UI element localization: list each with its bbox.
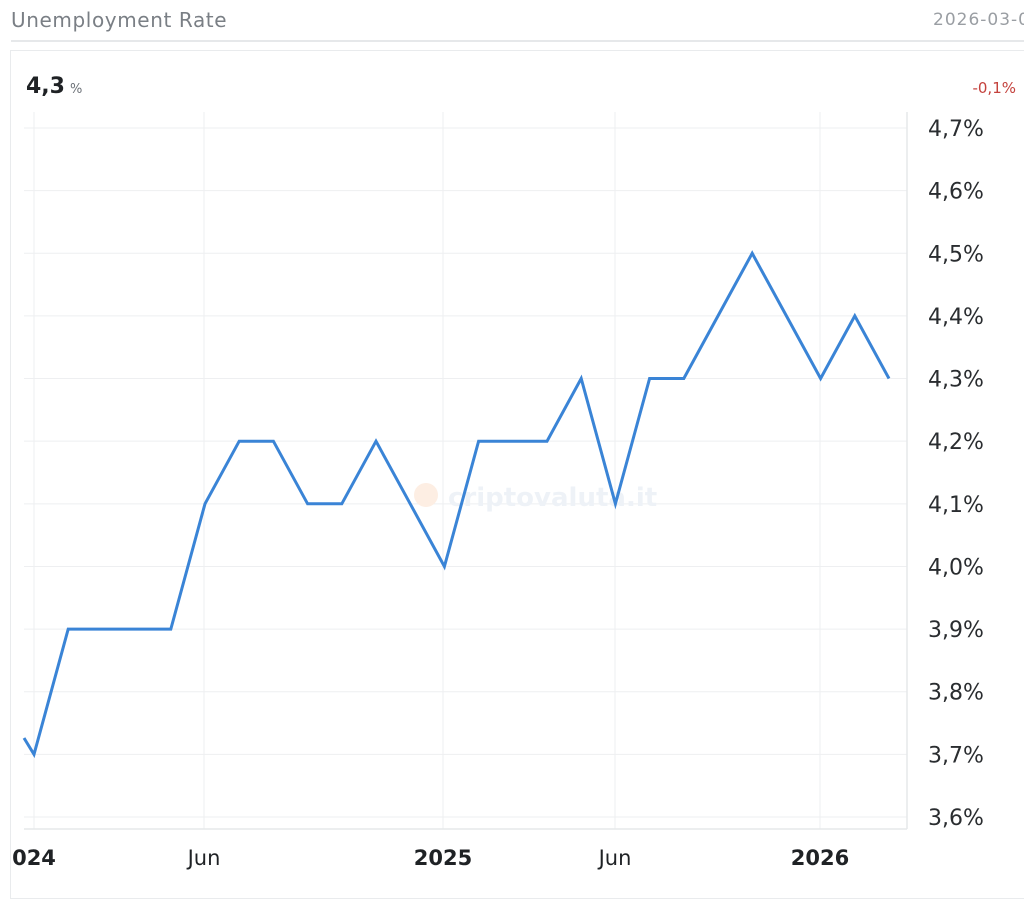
x-tick-label: Jun bbox=[186, 846, 221, 870]
watermark-logo-icon bbox=[414, 483, 438, 507]
current-value: 4,3% bbox=[26, 74, 82, 99]
current-value-unit: % bbox=[69, 82, 83, 97]
y-tick-label: 3,7% bbox=[928, 743, 984, 768]
y-axis-labels: 4,7% 4,6% 4,5% 4,4% 4,3% 4,2% 4,1% 4,0% 3,9% 3,8%… bbox=[928, 117, 984, 831]
x-tick-label: 2026 bbox=[791, 846, 849, 870]
x-tick-label: 2025 bbox=[414, 846, 472, 870]
header-divider bbox=[11, 40, 1024, 42]
date-label: 2026-03-0 bbox=[933, 10, 1024, 30]
y-tick-label: 4,4% bbox=[928, 305, 984, 330]
header: Unemployment Rate 2026-03-0 bbox=[0, 0, 1024, 42]
x-tick-label: Jun bbox=[597, 846, 632, 870]
watermark: criptovaluta.it bbox=[448, 483, 657, 513]
grid-lines bbox=[24, 112, 907, 829]
y-tick-label: 4,0% bbox=[928, 555, 984, 580]
x-axis-labels: 024 Jun 2025 Jun 2026 bbox=[12, 846, 849, 870]
y-tick-label: 4,3% bbox=[928, 368, 984, 393]
current-value-number: 4,3 bbox=[26, 74, 65, 99]
chart-card bbox=[10, 50, 1024, 899]
y-tick-label: 4,2% bbox=[928, 430, 984, 455]
y-tick-label: 4,6% bbox=[928, 180, 984, 205]
series-line[interactable] bbox=[22, 250, 891, 759]
y-tick-label: 4,1% bbox=[928, 493, 984, 518]
x-tick-label: 024 bbox=[12, 846, 56, 870]
y-tick-label: 3,6% bbox=[928, 806, 984, 831]
y-tick-label: 4,7% bbox=[928, 117, 984, 142]
change-badge: -0,1% bbox=[972, 79, 1016, 97]
y-tick-label: 3,9% bbox=[928, 618, 984, 643]
chart-title: Unemployment Rate bbox=[11, 8, 228, 32]
y-tick-label: 4,5% bbox=[928, 242, 984, 267]
y-tick-label: 3,8% bbox=[928, 681, 984, 706]
